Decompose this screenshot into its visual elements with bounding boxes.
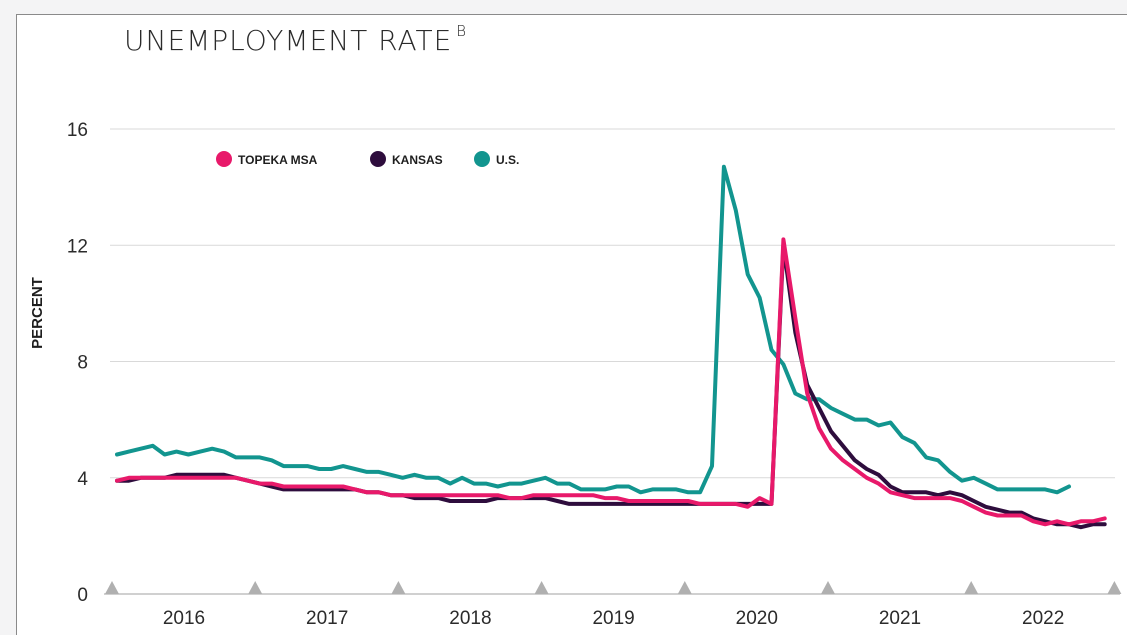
x-tick-label: 2019 [592,608,634,629]
series-lines [115,164,1107,530]
y-tick-label: 12 [67,236,88,257]
legend-label-us: U.S. [496,153,519,167]
year-separator-marker [534,581,549,594]
x-tick-label: 2016 [163,608,205,629]
chart-title-superscript: B [456,22,468,40]
legend: TOPEKA MSA KANSAS U.S. [216,151,519,167]
x-tick-label: 2017 [306,608,348,629]
x-tick-label: 2020 [736,608,778,629]
x-axis: 2016 2017 2018 2019 2020 2021 2022 [104,581,1122,629]
year-separator-marker [964,581,979,594]
legend-swatch-us [474,151,490,167]
legend-label-kansas: KANSAS [392,153,443,167]
y-axis: 0 4 8 12 16 [67,120,89,606]
chart-panel [16,14,1127,635]
legend-label-topeka: TOPEKA MSA [238,153,318,167]
y-tick-label: 0 [77,585,88,606]
series-line-topeka [115,237,1107,527]
y-axis-label: PERCENT [29,277,46,349]
year-separator-marker [1107,581,1122,594]
year-separator-marker [105,581,119,594]
year-separator-marker [248,581,263,594]
gridlines [110,128,1115,479]
year-separator-marker [391,581,406,594]
x-tick-label: 2018 [449,608,491,629]
x-tick-label: 2021 [879,608,921,629]
year-separator-marker [821,581,835,594]
chart-title-text: UNEMPLOYMENT RATE [124,24,453,57]
series-line-kansas [115,243,1107,530]
y-tick-label: 4 [77,469,88,490]
legend-swatch-topeka [216,151,232,167]
year-separator-marker [677,581,692,594]
chart-title: UNEMPLOYMENT RATE B [124,22,468,57]
x-tick-label: 2022 [1022,608,1064,629]
y-tick-label: 16 [67,120,88,141]
y-tick-label: 8 [77,353,88,374]
series-line-us [115,164,1071,495]
legend-swatch-kansas [370,151,386,167]
